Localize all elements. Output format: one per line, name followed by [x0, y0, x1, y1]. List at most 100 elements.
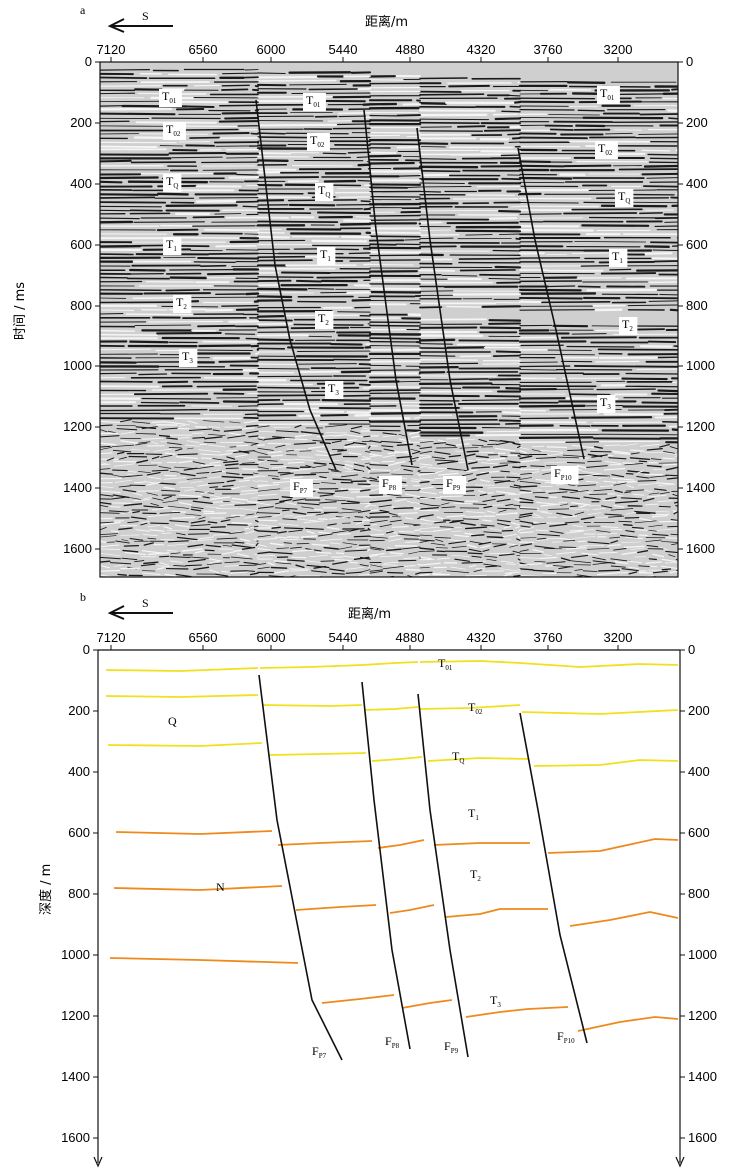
seismic-trace [389, 519, 402, 523]
seismic-trace [437, 439, 447, 443]
seismic-trace [411, 478, 421, 481]
seismic-trace [147, 524, 161, 528]
horizon-4-segment-1 [115, 830, 273, 835]
seismic-trace [382, 432, 397, 436]
seismic-trace [330, 343, 363, 346]
seismic-trace [577, 484, 597, 487]
seismic-trace [396, 455, 413, 459]
seismic-trace [569, 490, 589, 493]
seismic-trace [218, 360, 259, 363]
seismic-trace [661, 568, 672, 571]
seismic-trace [212, 501, 224, 503]
seismic-trace [445, 443, 457, 447]
seismic-trace [519, 506, 539, 510]
seismic-trace [531, 522, 547, 526]
seismic-trace [510, 472, 521, 475]
panel-b-horizon-label-main: T [468, 806, 476, 820]
seismic-trace [652, 570, 669, 574]
seismic-trace [379, 555, 402, 558]
seismic-trace [368, 411, 422, 415]
seismic-trace [495, 512, 518, 516]
seismic-trace [323, 546, 339, 550]
seismic-trace [419, 118, 490, 121]
seismic-trace [403, 468, 413, 472]
seismic-trace [305, 464, 315, 468]
seismic-trace [475, 433, 521, 437]
panel-b-fault-label-main: F [312, 1044, 319, 1058]
seismic-trace [157, 380, 189, 384]
seismic-trace [184, 488, 196, 492]
seismic-trace [533, 521, 541, 525]
seismic-trace [658, 505, 671, 508]
seismic-trace [327, 120, 352, 122]
seismic-trace [540, 503, 560, 507]
panel-b-y-tick-label-right: 1400 [688, 1069, 717, 1084]
seismic-trace [483, 563, 502, 567]
seismic-trace [257, 502, 272, 506]
seismic-trace [514, 498, 521, 502]
seismic-trace [519, 477, 533, 480]
seismic-trace [614, 561, 629, 565]
seismic-trace [163, 495, 173, 500]
panel-a-faults [255, 99, 585, 471]
seismic-trace [486, 457, 506, 461]
seismic-trace [257, 506, 274, 509]
panel-a-x-tick-label: 4320 [467, 42, 496, 57]
seismic-trace [382, 566, 404, 570]
seismic-trace [100, 569, 121, 572]
seismic-trace [519, 512, 533, 516]
seismic-trace [151, 441, 159, 445]
seismic-trace [161, 532, 172, 534]
seismic-trace [369, 564, 383, 568]
seismic-trace [328, 462, 345, 466]
seismic-trace [440, 495, 462, 498]
seismic-trace [297, 518, 318, 522]
seismic-trace [652, 249, 678, 252]
seismic-trace [160, 440, 168, 442]
seismic-trace [416, 497, 421, 500]
panel-a-horizon-label-bg [179, 349, 198, 367]
seismic-trace [653, 260, 678, 263]
seismic-trace [150, 503, 159, 506]
seismic-trace [519, 514, 533, 518]
seismic-trace [359, 502, 371, 505]
seismic-trace [100, 244, 142, 248]
seismic-trace [611, 477, 635, 481]
seismic-trace [378, 504, 392, 508]
panel-a-horizon-label: T1 [317, 247, 336, 265]
seismic-trace [362, 476, 371, 480]
seismic-trace [100, 556, 121, 560]
seismic-trace [669, 308, 678, 312]
seismic-trace [385, 530, 394, 534]
seismic-trace [609, 365, 678, 368]
seismic-trace [462, 518, 479, 520]
seismic-trace [163, 486, 175, 490]
seismic-trace [481, 462, 498, 465]
seismic-trace [359, 564, 371, 567]
seismic-trace [308, 335, 332, 338]
seismic-trace [369, 569, 383, 572]
seismic-trace [598, 551, 618, 554]
panel-b-horizons [105, 660, 679, 1032]
seismic-trace [234, 541, 245, 544]
seismic-trace [517, 529, 521, 533]
seismic-trace [519, 491, 533, 494]
seismic-trace [415, 572, 421, 575]
seismic-trace [258, 580, 270, 582]
seismic-trace [367, 469, 371, 473]
seismic-trace [173, 564, 186, 567]
seismic-trace [100, 107, 173, 111]
seismic-trace [282, 476, 304, 480]
seismic-trace [329, 568, 345, 572]
seismic-trace [100, 552, 121, 557]
seismic-trace [579, 545, 589, 548]
seismic-trace [558, 537, 574, 541]
seismic-trace [324, 424, 348, 428]
seismic-trace [645, 539, 662, 542]
panel-b-fault-label-main: F [385, 1034, 392, 1048]
seismic-trace [353, 556, 370, 560]
seismic-trace [493, 543, 506, 548]
seismic-trace [169, 560, 184, 563]
seismic-trace [494, 447, 516, 452]
seismic-trace [170, 552, 181, 555]
